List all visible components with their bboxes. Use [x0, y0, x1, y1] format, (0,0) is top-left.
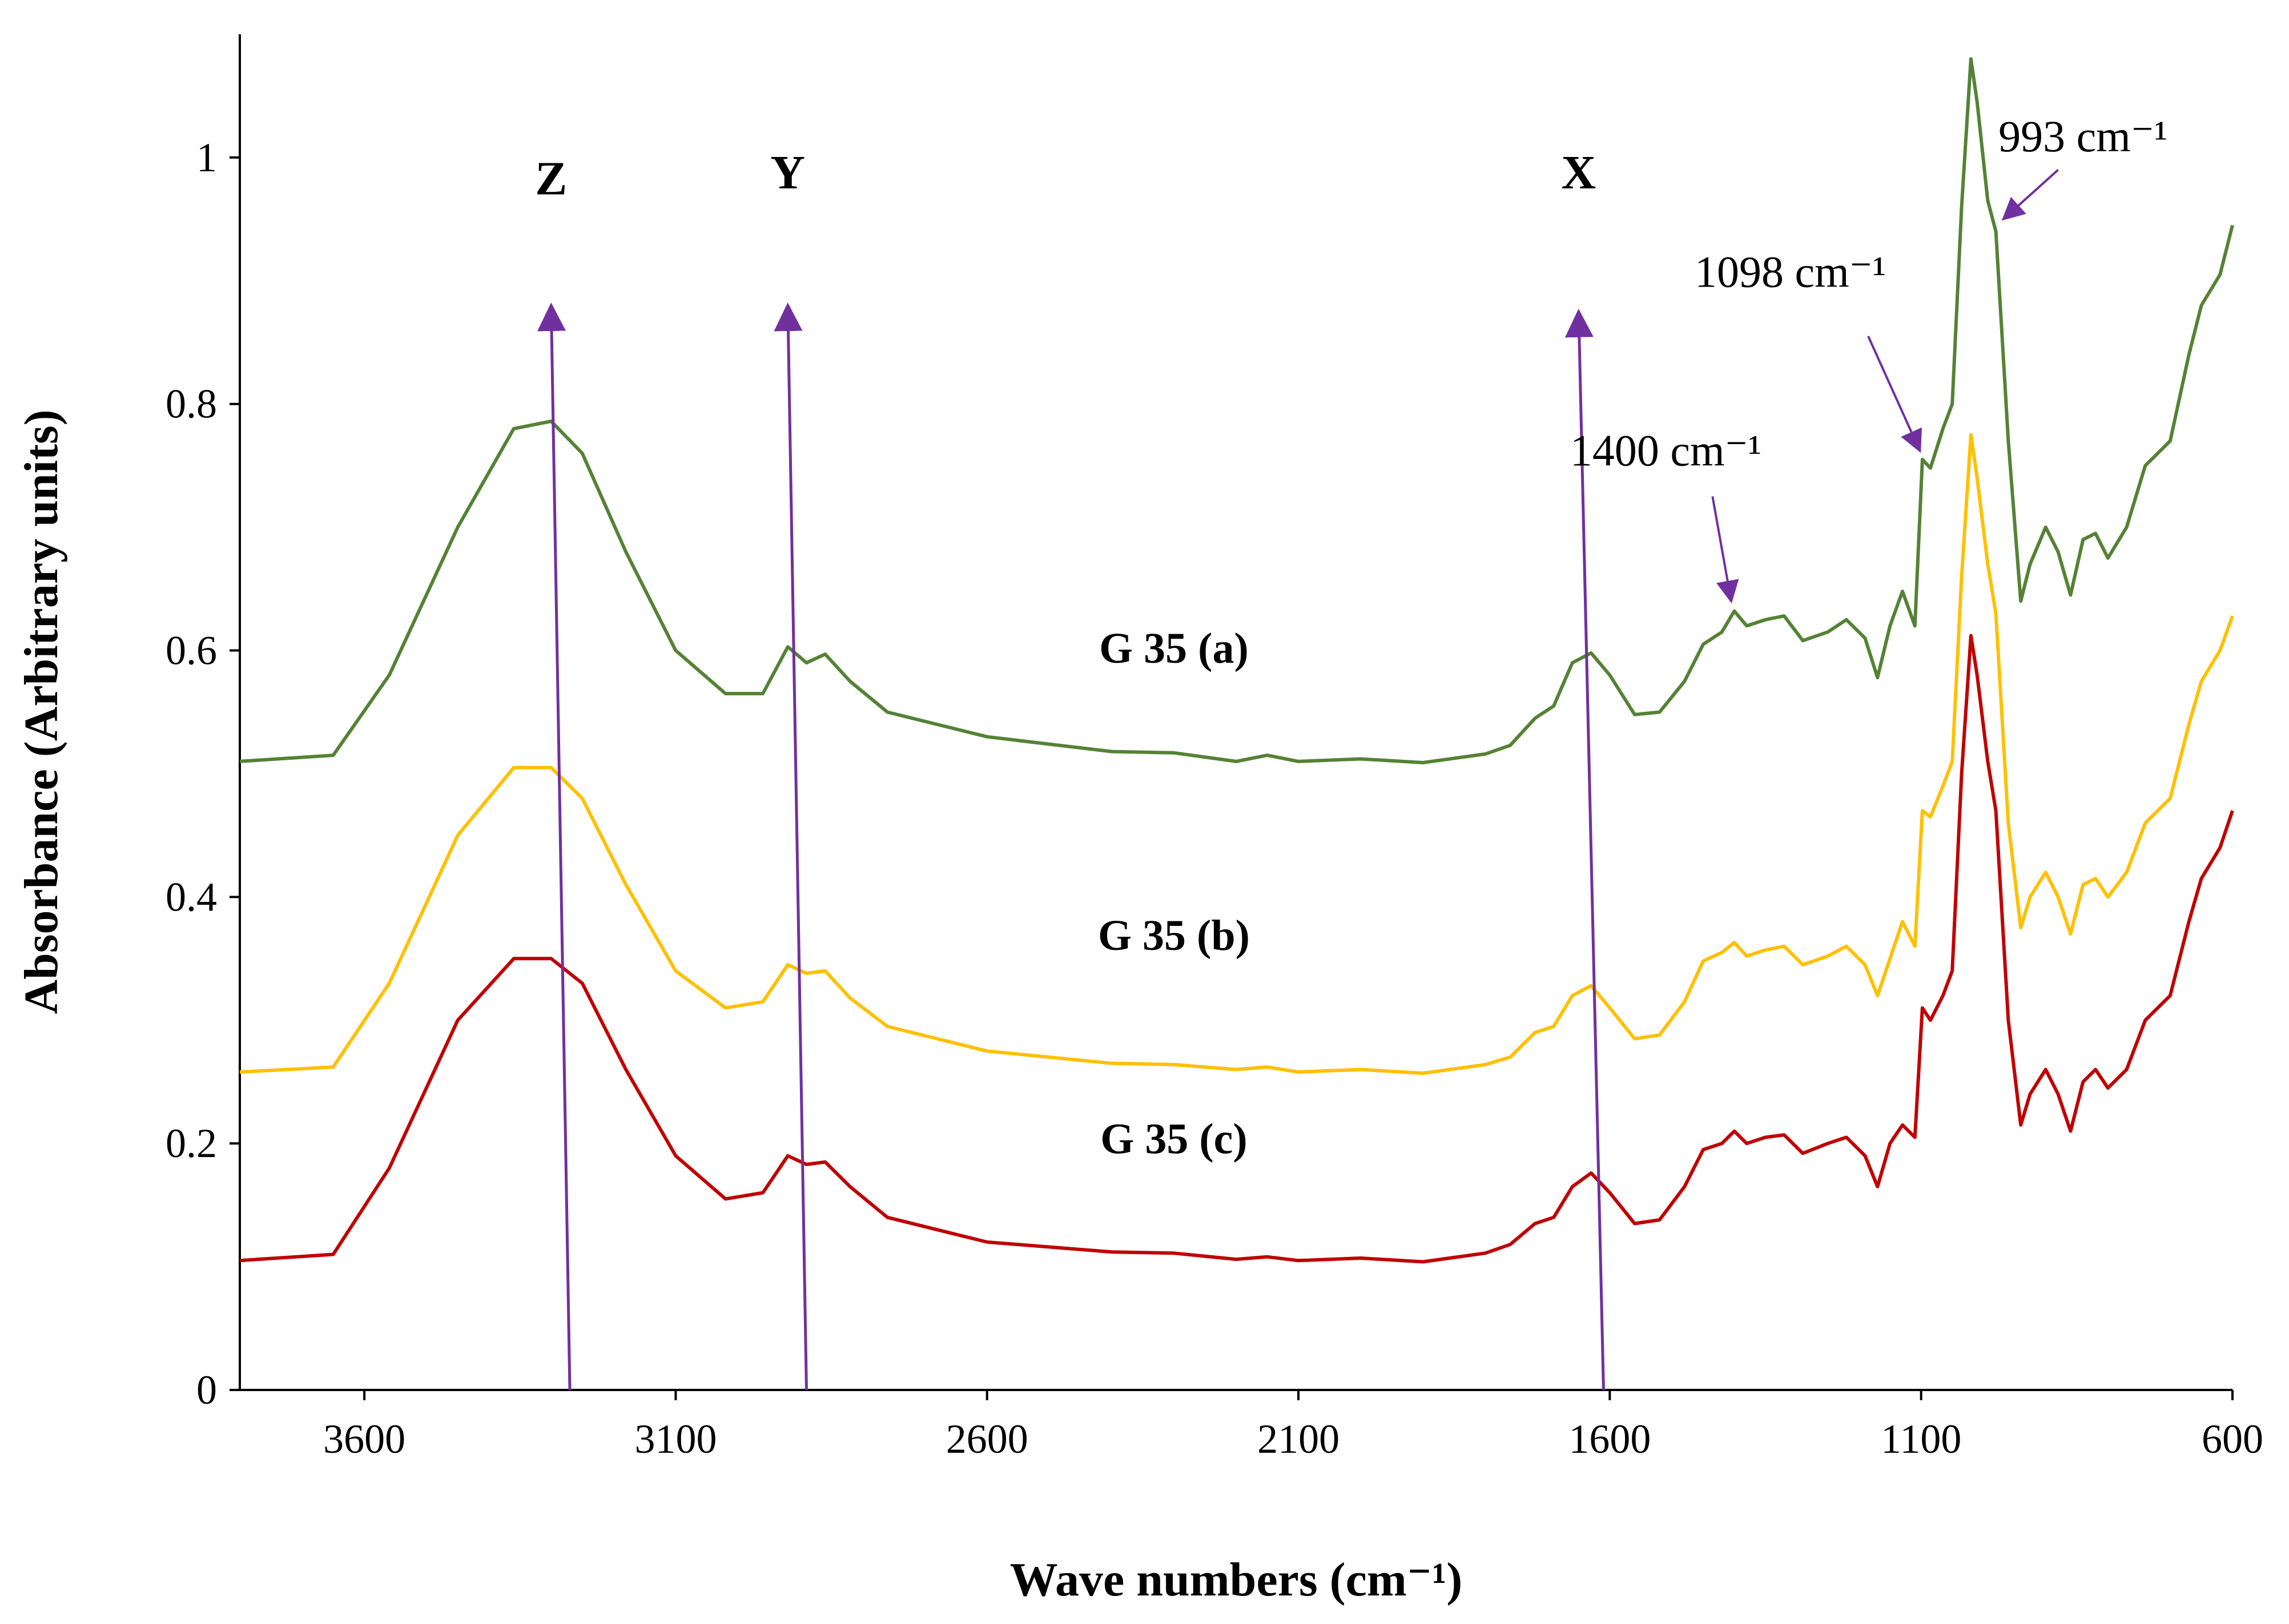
y-axis-title: Absorbance (Arbitrary units): [15, 409, 68, 1014]
series-line-1: [239, 57, 2234, 764]
band-marker-label-y: Y: [770, 146, 805, 199]
x-tick-label: 600: [2202, 1416, 2263, 1462]
spectra-series: G 35 (a) G 35 (b) G 35 (c): [239, 57, 2234, 1264]
series-line-2: [239, 433, 2234, 1075]
x-axis-title: Wave numbers (cm⁻¹): [1010, 1553, 1463, 1606]
x-tick-label: 1100: [1881, 1416, 1961, 1462]
y-tick-label: 0.8: [166, 381, 217, 427]
series-label-3: G 35 (c): [1100, 1115, 1247, 1163]
band-marker-arrow-y: [774, 303, 808, 1391]
peak-annotation-arrow: [1711, 496, 1739, 604]
band-marker-arrow-x: [1564, 308, 1605, 1391]
y-tick-label: 0: [196, 1367, 217, 1413]
peak-annotation-arrow: [1867, 336, 1922, 453]
y-ticks: 0 0.2 0.4 0.6 0.8 1: [166, 135, 240, 1413]
x-tick-label: 3600: [323, 1416, 405, 1462]
series-label-2: G 35 (b): [1098, 912, 1250, 960]
y-tick-label: 0.6: [166, 628, 217, 674]
y-tick-label: 0.4: [166, 874, 217, 920]
x-tick-label: 2100: [1257, 1416, 1339, 1462]
peak-annotation-label: 1098 cm⁻¹: [1695, 247, 1886, 297]
axes: [239, 34, 2232, 1391]
x-tick-label: 3100: [634, 1416, 717, 1462]
peak-annotation-label: 993 cm⁻¹: [1998, 111, 2167, 161]
peak-annotations: 1400 cm⁻¹ 1098 cm⁻¹ 993 cm⁻¹: [1570, 111, 2167, 604]
band-marker-label-z: Z: [535, 152, 567, 205]
x-tick-label: 1600: [1568, 1416, 1651, 1462]
band-marker-label-x: X: [1562, 146, 1596, 199]
y-tick-label: 0.2: [166, 1121, 217, 1166]
series-label-1: G 35 (a): [1099, 624, 1249, 672]
y-tick-label: 1: [196, 135, 217, 180]
series-line-3: [239, 634, 2234, 1264]
peak-annotation-arrow: [2001, 169, 2059, 221]
x-ticks: 3600 3100 2600 2100 1600 1100 600: [323, 1390, 2263, 1462]
x-tick-label: 2600: [946, 1416, 1028, 1462]
band-marker-arrow-z: [537, 303, 572, 1391]
peak-annotation-label: 1400 cm⁻¹: [1570, 426, 1761, 475]
